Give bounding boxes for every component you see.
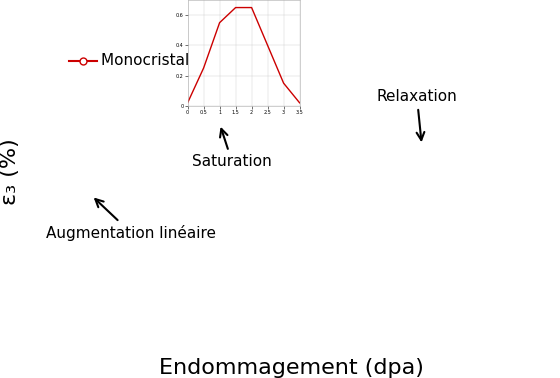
Text: Saturation: Saturation (192, 129, 272, 169)
Text: Augmentation linéaire: Augmentation linéaire (46, 199, 216, 241)
Text: Endommagement (dpa): Endommagement (dpa) (159, 358, 423, 378)
Text: ε₃ (%): ε₃ (%) (1, 138, 20, 204)
Text: Relaxation: Relaxation (376, 89, 457, 140)
Text: Monocristal {100}: Monocristal {100} (101, 53, 243, 68)
